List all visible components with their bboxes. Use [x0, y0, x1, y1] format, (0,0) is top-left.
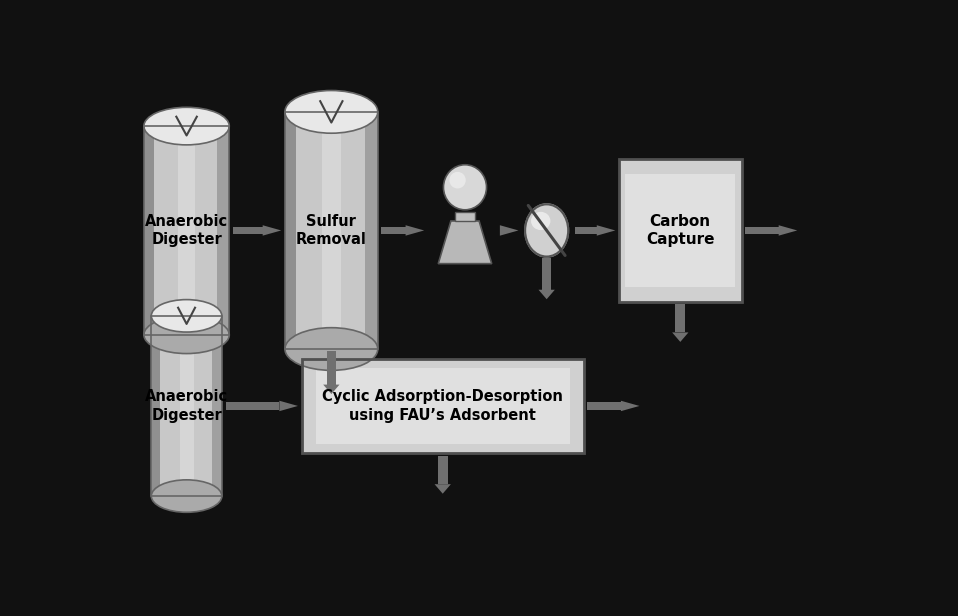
Bar [233, 227, 262, 234]
Text: Sulfur
Removal: Sulfur Removal [296, 214, 367, 247]
Bar [302, 359, 583, 453]
Text: Anaerobic
Digester: Anaerobic Digester [145, 389, 228, 423]
Polygon shape [621, 401, 640, 411]
Bar [151, 316, 222, 496]
Bar [322, 112, 341, 349]
Polygon shape [438, 221, 491, 264]
Bar [285, 112, 377, 349]
Bar [745, 227, 779, 234]
Bar [675, 304, 685, 333]
Bar [381, 227, 405, 234]
Polygon shape [323, 384, 339, 394]
Ellipse shape [531, 212, 551, 230]
Bar [438, 456, 447, 484]
Bar [285, 112, 377, 349]
Bar [302, 359, 583, 453]
Polygon shape [538, 290, 555, 299]
Bar [217, 126, 229, 334]
Bar [151, 316, 222, 496]
Bar [365, 112, 377, 349]
Polygon shape [500, 225, 518, 236]
Ellipse shape [151, 480, 222, 513]
Ellipse shape [449, 172, 466, 188]
Polygon shape [673, 333, 689, 342]
Ellipse shape [144, 316, 229, 354]
Bar [316, 368, 570, 444]
Bar [500, 227, 506, 234]
Ellipse shape [285, 328, 377, 370]
Bar [212, 316, 222, 496]
Bar [542, 258, 552, 290]
Bar [619, 160, 741, 302]
Text: Carbon
Capture: Carbon Capture [646, 214, 715, 247]
Bar [144, 126, 229, 334]
Text: Anaerobic
Digester: Anaerobic Digester [145, 214, 228, 247]
Polygon shape [779, 225, 797, 236]
Ellipse shape [525, 205, 568, 256]
Bar [144, 126, 154, 334]
Bar [587, 402, 621, 410]
Bar [179, 316, 194, 496]
Bar [285, 112, 296, 349]
Polygon shape [280, 401, 298, 411]
Ellipse shape [144, 107, 229, 145]
Bar [151, 316, 160, 496]
Bar [327, 351, 336, 384]
Bar [178, 126, 195, 334]
Bar [626, 174, 736, 287]
Text: Cyclic Adsorption-Desorption
using FAU’s Adsorbent: Cyclic Adsorption-Desorption using FAU’s… [322, 389, 563, 423]
Ellipse shape [524, 203, 569, 258]
Polygon shape [405, 225, 424, 236]
Bar [619, 160, 741, 302]
Bar [455, 213, 475, 221]
Polygon shape [597, 225, 615, 236]
Ellipse shape [444, 164, 487, 210]
Bar [225, 402, 280, 410]
Bar [144, 126, 229, 334]
Polygon shape [262, 225, 282, 236]
Ellipse shape [151, 299, 222, 332]
Bar [575, 227, 597, 234]
Polygon shape [435, 484, 451, 493]
Ellipse shape [285, 91, 377, 133]
